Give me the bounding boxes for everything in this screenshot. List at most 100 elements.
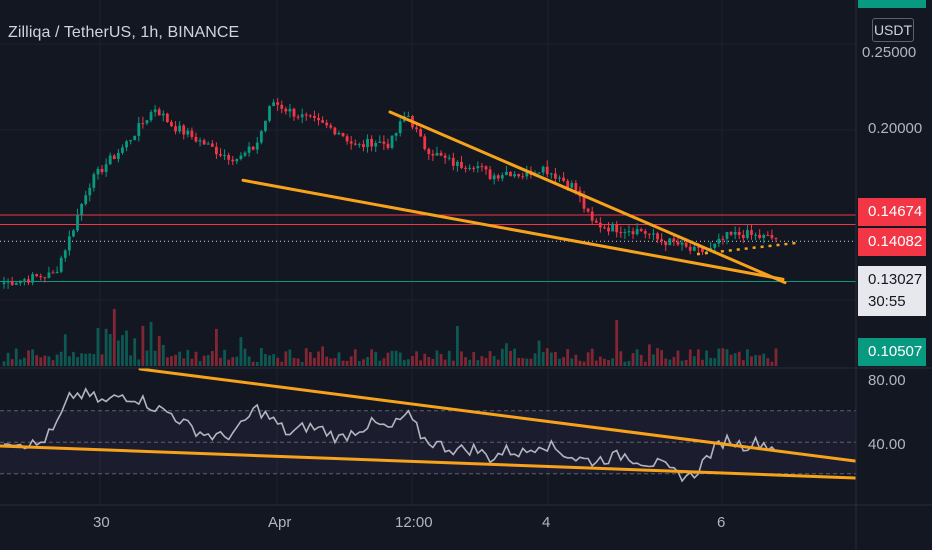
candle-body bbox=[96, 168, 100, 175]
volume-bar bbox=[468, 359, 472, 366]
volume-bar bbox=[717, 348, 721, 366]
candle-body bbox=[672, 238, 676, 242]
candle-body bbox=[313, 115, 316, 118]
volume-bar bbox=[594, 360, 598, 366]
price-tag-level-a: 0.14674 bbox=[858, 198, 926, 226]
candle-body bbox=[480, 166, 484, 168]
candle-body bbox=[55, 271, 59, 274]
candle-body bbox=[611, 224, 615, 232]
candle-body bbox=[288, 108, 292, 112]
volume-bar bbox=[615, 319, 619, 366]
candle-body bbox=[488, 169, 492, 180]
candle-body bbox=[39, 276, 43, 278]
candle-body bbox=[635, 229, 639, 235]
volume-bar bbox=[129, 355, 133, 366]
volume-bar bbox=[443, 359, 447, 366]
symbol-title[interactable]: Zilliqa / TetherUS, 1h, BINANCE bbox=[8, 24, 240, 41]
volume-bar bbox=[219, 357, 222, 366]
time-label-4: 4 bbox=[542, 514, 551, 531]
candle-body bbox=[545, 166, 549, 175]
volume-bar bbox=[353, 349, 357, 366]
volume-bar bbox=[774, 348, 778, 366]
volume-bar bbox=[357, 361, 361, 366]
candle-body bbox=[325, 122, 329, 126]
volume-bar bbox=[598, 356, 602, 366]
volume-bar bbox=[709, 357, 713, 366]
volume-bar bbox=[492, 356, 496, 366]
volume-bar bbox=[529, 358, 533, 366]
candle-body bbox=[366, 138, 369, 148]
volume-bar bbox=[680, 360, 684, 366]
volume-bar bbox=[259, 348, 263, 366]
volume-bar bbox=[223, 349, 226, 366]
volume-bar bbox=[174, 354, 177, 366]
candle-body bbox=[713, 243, 717, 248]
candle-body bbox=[268, 106, 271, 121]
candle-body bbox=[615, 224, 619, 233]
volume-bar bbox=[198, 361, 202, 366]
candle-body bbox=[125, 141, 128, 148]
currency-badge[interactable]: USDT bbox=[872, 18, 914, 42]
candle-body bbox=[129, 139, 133, 142]
candle-body bbox=[737, 231, 741, 235]
candle-body bbox=[688, 246, 692, 251]
candle-body bbox=[321, 120, 325, 123]
candle-body bbox=[149, 112, 153, 121]
volume-bar bbox=[251, 361, 255, 366]
candle-body bbox=[23, 279, 26, 281]
candle-body bbox=[215, 146, 218, 155]
volume-bar bbox=[72, 351, 75, 366]
volume-bar bbox=[664, 358, 668, 366]
volume-bar bbox=[43, 355, 47, 366]
volume-bar bbox=[161, 344, 165, 366]
candle-body bbox=[574, 183, 578, 191]
candle-body bbox=[394, 133, 398, 136]
falling-wedge-upper bbox=[388, 110, 787, 285]
candle-body bbox=[104, 164, 108, 173]
volume-bar bbox=[47, 356, 51, 366]
candle-body bbox=[84, 195, 88, 204]
falling-wedge-lower bbox=[241, 178, 785, 281]
candle-body bbox=[194, 136, 198, 142]
candle-body bbox=[280, 104, 284, 109]
price-tag-support: 0.10507 bbox=[858, 338, 926, 366]
candle-body bbox=[721, 238, 725, 240]
candle-body bbox=[684, 242, 688, 247]
volume-bar bbox=[668, 359, 672, 366]
candle-body bbox=[161, 113, 165, 116]
volume-bar bbox=[88, 353, 92, 366]
volume-bar bbox=[509, 350, 512, 366]
volume-bar bbox=[464, 357, 467, 366]
candle-body bbox=[2, 282, 6, 285]
volume-bar bbox=[149, 321, 153, 366]
volume-bar bbox=[116, 340, 120, 366]
volume-bar bbox=[304, 348, 308, 366]
candle-body bbox=[43, 277, 47, 279]
candle-body bbox=[603, 227, 606, 229]
price-tick-top: 0.25000 bbox=[862, 44, 917, 61]
candle-body bbox=[398, 121, 402, 134]
volume-bar bbox=[701, 359, 704, 366]
candle-body bbox=[243, 152, 247, 156]
candle-body bbox=[500, 175, 504, 179]
volume-bar bbox=[729, 354, 733, 366]
volume-bar bbox=[521, 358, 525, 366]
candle-body bbox=[353, 143, 357, 145]
candle-body bbox=[517, 174, 521, 177]
candle-body bbox=[598, 222, 602, 228]
volume-bar bbox=[308, 352, 312, 366]
volume-bar bbox=[758, 355, 762, 366]
candle-body bbox=[14, 283, 18, 285]
volume-bar bbox=[39, 357, 43, 366]
volume-bar bbox=[2, 361, 6, 366]
candle-body bbox=[76, 214, 79, 231]
volume-bar bbox=[549, 352, 553, 366]
candle-body bbox=[468, 167, 472, 169]
candle-body bbox=[570, 183, 574, 188]
breakout-dotted-line bbox=[696, 241, 801, 256]
candle-body bbox=[770, 235, 774, 239]
candle-body bbox=[664, 241, 668, 246]
candle-body bbox=[692, 246, 696, 251]
volume-bar bbox=[23, 357, 26, 366]
